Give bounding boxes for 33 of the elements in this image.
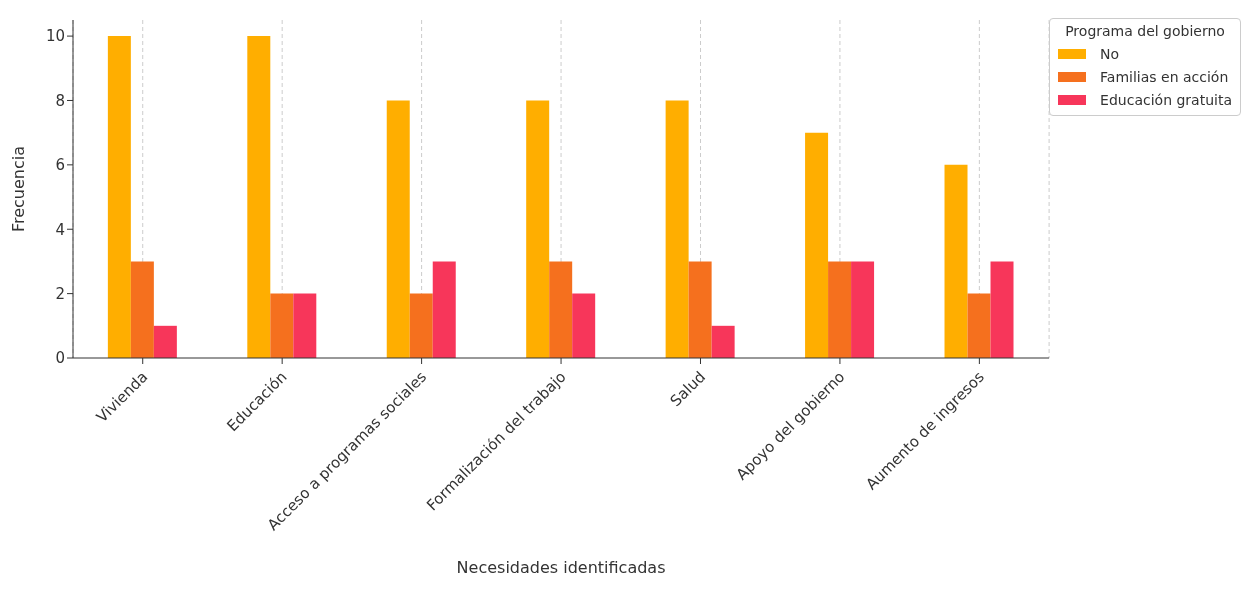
bar [107, 36, 131, 358]
legend-title: Programa del gobierno [1064, 23, 1226, 39]
bar [386, 100, 410, 358]
y-axis-title: Frecuencia [8, 145, 28, 233]
bar [247, 36, 271, 358]
y-tick-label: 8 [55, 91, 65, 110]
bar [409, 293, 433, 358]
bar [432, 261, 456, 358]
bar [130, 261, 154, 358]
legend-label: Familias en acción [1100, 68, 1229, 85]
bar [153, 325, 177, 358]
bar [270, 293, 294, 358]
bar [526, 100, 550, 358]
bar [828, 261, 852, 358]
bar [967, 293, 991, 358]
legend-label: No [1100, 45, 1120, 62]
bar [665, 100, 689, 358]
bar [990, 261, 1014, 358]
y-tick-label: 2 [55, 284, 65, 303]
bar [851, 261, 875, 358]
legend-label: Educación gratuita [1100, 91, 1232, 108]
bar [711, 325, 735, 358]
x-axis-title: Necesidades identificadas [456, 558, 666, 577]
y-tick-label: 0 [55, 349, 65, 368]
y-tick-label: 4 [55, 220, 65, 239]
bar [572, 293, 596, 358]
bar [293, 293, 317, 358]
bar [805, 132, 829, 358]
bar [944, 164, 968, 358]
y-tick-label: 6 [55, 156, 65, 175]
bar [549, 261, 573, 358]
bar [688, 261, 712, 358]
y-tick-label: 10 [45, 27, 65, 46]
